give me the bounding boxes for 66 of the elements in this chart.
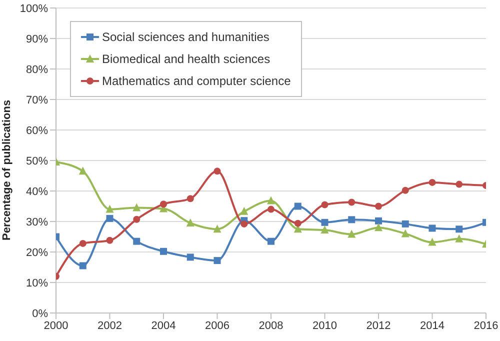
point	[79, 240, 86, 247]
y-tick-label: 40%	[26, 186, 48, 198]
y-tick-label: 20%	[26, 246, 48, 259]
point	[375, 217, 382, 224]
legend-label: Biomedical and health sciences	[102, 51, 270, 68]
point	[374, 223, 382, 232]
point	[428, 224, 436, 232]
point	[402, 186, 409, 194]
x-tick-label: 2014	[420, 320, 444, 332]
point	[186, 254, 194, 261]
point	[78, 166, 87, 175]
y-tick-label: 10%	[26, 277, 48, 290]
point	[456, 226, 463, 233]
point	[106, 214, 114, 222]
point	[240, 220, 248, 228]
point	[106, 236, 114, 244]
point	[79, 262, 86, 270]
x-tick-label: 2010	[312, 320, 337, 332]
point	[320, 226, 329, 234]
point	[132, 203, 141, 212]
x-tick-label: 2006	[205, 320, 230, 332]
point	[348, 216, 356, 224]
point	[268, 238, 274, 245]
point	[214, 168, 221, 175]
point	[294, 202, 302, 210]
point	[321, 218, 328, 226]
point	[213, 224, 222, 233]
point	[401, 229, 410, 238]
point	[186, 195, 194, 202]
y-axis-title: Percentage of publications	[0, 100, 13, 240]
y-tick-label: 100%	[20, 2, 48, 15]
point	[348, 230, 356, 238]
point	[268, 206, 274, 213]
point	[348, 198, 356, 206]
point	[267, 196, 275, 204]
legend-label: Mathematics and computer science	[102, 73, 291, 90]
point	[428, 238, 436, 246]
y-tick-label: 60%	[26, 124, 48, 137]
point	[455, 234, 464, 242]
point	[402, 220, 409, 228]
point	[294, 220, 302, 227]
x-tick-label: 2004	[151, 320, 176, 332]
x-tick-label: 2008	[258, 320, 284, 332]
x-tick-label: 2012	[366, 320, 391, 332]
y-tick-label: 90%	[26, 33, 48, 46]
point	[106, 204, 114, 213]
x-tick-label: 2002	[98, 320, 122, 332]
y-tick-label: 30%	[26, 216, 48, 228]
legend-label: Social sciences and humanities	[102, 29, 270, 46]
y-tick-label: 50%	[26, 155, 48, 168]
x-tick-label: 2000	[44, 320, 68, 332]
point	[214, 257, 221, 264]
point	[186, 218, 194, 227]
y-tick-label: 70%	[26, 94, 48, 106]
point	[160, 248, 167, 255]
y-tick-label: 0%	[32, 308, 48, 320]
point	[428, 178, 436, 186]
y-tick-label: 80%	[26, 64, 48, 76]
point	[321, 201, 328, 208]
point	[133, 238, 140, 245]
point	[240, 206, 248, 215]
point	[456, 180, 463, 188]
point	[375, 202, 382, 210]
point	[160, 200, 167, 208]
point	[133, 216, 140, 223]
x-tick-label: 2016	[474, 320, 498, 332]
